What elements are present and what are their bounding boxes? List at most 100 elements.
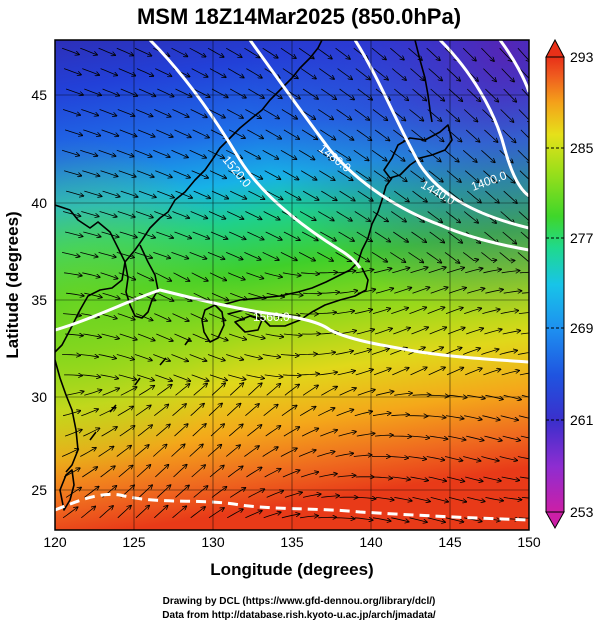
streamline bbox=[372, 413, 391, 417]
streamline bbox=[518, 211, 529, 224]
streamline bbox=[501, 371, 519, 376]
streamline bbox=[116, 252, 134, 257]
streamline bbox=[62, 211, 80, 217]
streamline bbox=[155, 170, 172, 178]
streamline bbox=[519, 170, 529, 183]
streamline bbox=[225, 445, 240, 457]
colorbar-tick-label: 293 bbox=[570, 49, 594, 65]
streamline bbox=[225, 47, 242, 57]
streamline bbox=[209, 170, 226, 179]
streamline bbox=[116, 47, 134, 55]
streamline bbox=[117, 313, 135, 320]
streamline bbox=[339, 388, 356, 396]
streamline bbox=[336, 311, 355, 314]
streamline bbox=[137, 425, 152, 437]
streamline bbox=[356, 231, 372, 241]
colorbar-top-arrow bbox=[545, 38, 565, 58]
streamline bbox=[299, 354, 317, 355]
streamline bbox=[408, 252, 424, 262]
streamline bbox=[245, 211, 261, 220]
streamline bbox=[102, 388, 120, 396]
streamline bbox=[372, 211, 388, 222]
credit-line-1: Drawing by DCL (https://www.gfd-dennou.o… bbox=[163, 596, 436, 607]
streamline bbox=[445, 109, 460, 122]
contour-1520 bbox=[148, 40, 362, 269]
streamline bbox=[429, 327, 447, 335]
streamline bbox=[394, 288, 411, 294]
streamline bbox=[153, 149, 170, 157]
streamline bbox=[518, 415, 529, 419]
streamline bbox=[464, 308, 481, 314]
streamline bbox=[211, 383, 225, 396]
streamline bbox=[373, 170, 389, 181]
streamline bbox=[317, 149, 332, 160]
streamline bbox=[282, 68, 298, 79]
streamline bbox=[280, 448, 297, 457]
streamline bbox=[98, 354, 117, 359]
streamline bbox=[355, 270, 374, 274]
streamline bbox=[280, 252, 297, 260]
streamline bbox=[321, 496, 339, 498]
streamline bbox=[190, 109, 207, 118]
streamline bbox=[84, 292, 102, 297]
streamline bbox=[155, 68, 171, 77]
streamline bbox=[465, 476, 483, 481]
streamline bbox=[484, 231, 498, 243]
streamline bbox=[228, 272, 245, 280]
streamline bbox=[321, 292, 339, 293]
streamline bbox=[374, 129, 390, 141]
streamline bbox=[499, 47, 512, 61]
streamline bbox=[302, 385, 318, 396]
streamline bbox=[84, 390, 101, 396]
streamline bbox=[175, 384, 190, 396]
colorbar-tick-label: 253 bbox=[570, 504, 594, 520]
streamline bbox=[244, 446, 259, 457]
streamline bbox=[356, 329, 374, 335]
streamline bbox=[466, 328, 483, 335]
streamline bbox=[80, 355, 98, 358]
x-tick-label: 140 bbox=[359, 534, 383, 550]
streamline bbox=[444, 348, 462, 355]
streamline bbox=[501, 271, 520, 273]
streamline bbox=[372, 309, 390, 314]
streamline bbox=[118, 465, 133, 478]
streamline bbox=[390, 149, 404, 161]
streamline bbox=[338, 231, 355, 241]
streamline bbox=[84, 88, 101, 95]
streamline bbox=[172, 404, 187, 417]
streamline bbox=[481, 349, 498, 355]
streamline bbox=[193, 383, 208, 396]
streamline bbox=[117, 406, 133, 417]
streamline bbox=[193, 292, 210, 301]
coastline-kyushu bbox=[201, 304, 225, 343]
streamline bbox=[80, 252, 98, 257]
streamline bbox=[320, 231, 336, 241]
streamline bbox=[298, 149, 314, 159]
streamline bbox=[174, 424, 188, 437]
streamline bbox=[483, 269, 501, 274]
streamline bbox=[157, 485, 170, 498]
streamline bbox=[63, 411, 80, 417]
streamline bbox=[191, 374, 209, 381]
plot-frame bbox=[54, 39, 530, 531]
streamline bbox=[374, 231, 390, 242]
streamline bbox=[65, 231, 83, 236]
streamline bbox=[430, 395, 449, 396]
streamline bbox=[173, 465, 187, 478]
streamline bbox=[281, 109, 297, 119]
streamline bbox=[230, 292, 247, 299]
streamline bbox=[116, 446, 131, 457]
streamline bbox=[244, 252, 260, 259]
streamline bbox=[465, 368, 482, 376]
contour-1440 bbox=[353, 40, 529, 230]
streamline bbox=[83, 428, 99, 437]
streamline bbox=[62, 109, 80, 116]
streamline bbox=[426, 456, 445, 461]
streamline bbox=[64, 375, 82, 376]
streamline bbox=[503, 394, 521, 399]
streamline bbox=[61, 449, 78, 457]
streamline bbox=[394, 393, 412, 395]
streamline bbox=[227, 109, 243, 119]
streamline bbox=[354, 310, 373, 314]
